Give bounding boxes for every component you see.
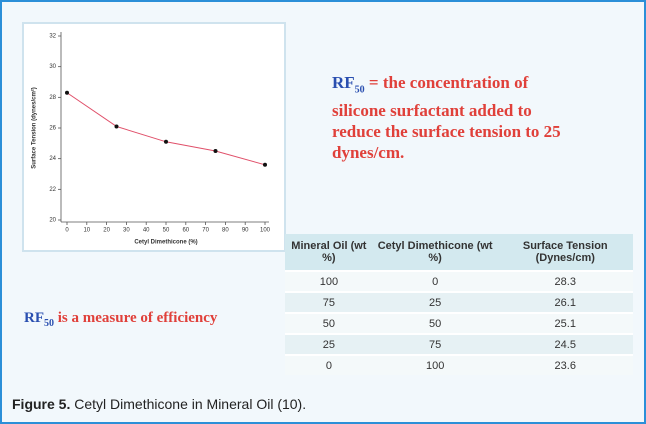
cell: 26.1 [497,291,633,313]
cell: 0 [285,354,373,375]
y-tick-label: 32 [49,34,56,40]
header-row: Mineral Oil (wt %) Cetyl Dimethicone (wt … [285,234,633,271]
cell: 75 [372,333,498,355]
x-tick-label: 40 [143,228,150,234]
row: 50 50 25.1 [285,312,633,334]
cell: 100 [372,354,498,375]
x-tick-label: 80 [222,228,229,234]
definition-text: = the concentration of silicone surfacta… [332,73,561,163]
header-cell: Surface Tension (Dynes/cm) [497,234,633,271]
caption-label: Figure 5. [12,396,71,412]
cell: 25 [285,333,373,355]
row: 0 100 23.6 [285,354,633,375]
cell: 75 [285,291,373,313]
term: RF [332,73,355,92]
x-tick-label: 70 [202,228,209,234]
note: RF50 is a measure of efficiency [24,310,217,329]
cell: 0 [372,270,498,292]
row: 100 0 28.3 [285,270,633,292]
y-tick-label: 26 [49,126,56,132]
definition: RF50 = the concentration of silicone sur… [332,72,572,163]
row: 75 25 26.1 [285,291,633,313]
y-tick-label: 28 [49,95,56,101]
y-tick-label: 30 [49,64,56,70]
x-tick-label: 20 [103,228,110,234]
subscript: 50 [354,84,365,96]
x-axis-label: Cetyl Dimethicone (%) [134,240,197,246]
data-point [114,124,119,129]
cell: 24.5 [497,333,633,355]
cell: 23.6 [497,354,633,375]
y-tick-label: 24 [49,156,56,162]
x-tick-label: 10 [83,228,90,234]
cell: 25.1 [497,312,633,334]
term: RF [24,310,44,326]
row: 25 75 24.5 [285,333,633,355]
x-tick-label: 60 [182,228,189,234]
cell: 50 [285,312,373,334]
data-point [263,162,267,167]
subscript: 50 [44,318,54,329]
chart: 20 22 24 26 28 30 32 0 10 20 30 40 50 60 70 80 90 100 Cety… [31,32,271,246]
caption: Figure 5. Cetyl Dimethicone in Mineral O… [12,396,306,412]
caption-text: Cetyl Dimethicone in Mineral Oil (10). [74,396,307,412]
y-tick-label: 20 [49,218,56,224]
header-cell: Mineral Oil (wt %) [285,234,373,271]
y-axis-label: Surface Tension (dynes/cm²) [31,87,38,169]
chart-box: 20 22 24 26 28 30 32 0 10 20 30 40 50 60 70 80 90 100 Cety… [22,22,286,252]
cell: 50 [372,312,498,334]
header-cell: Cetyl Dimethicone (wt %) [372,234,498,271]
x-tick-label: 90 [242,228,249,234]
cell: 100 [285,270,373,292]
data-point [213,149,218,153]
note-text: is a measure of efficiency [57,310,218,326]
x-tick-label: 50 [163,228,170,234]
cell: 28.3 [497,270,633,292]
cell: 25 [372,291,498,313]
data-point [65,90,69,95]
x-tick-label: 100 [260,228,271,234]
series-line [66,92,266,166]
data-point [164,139,168,144]
data-table: Mineral Oil (wt %) Cetyl Dimethicone (wt … [285,234,633,375]
x-tick-label: 0 [65,228,69,234]
x-tick-label: 30 [123,228,130,234]
y-tick-label: 22 [49,187,56,193]
